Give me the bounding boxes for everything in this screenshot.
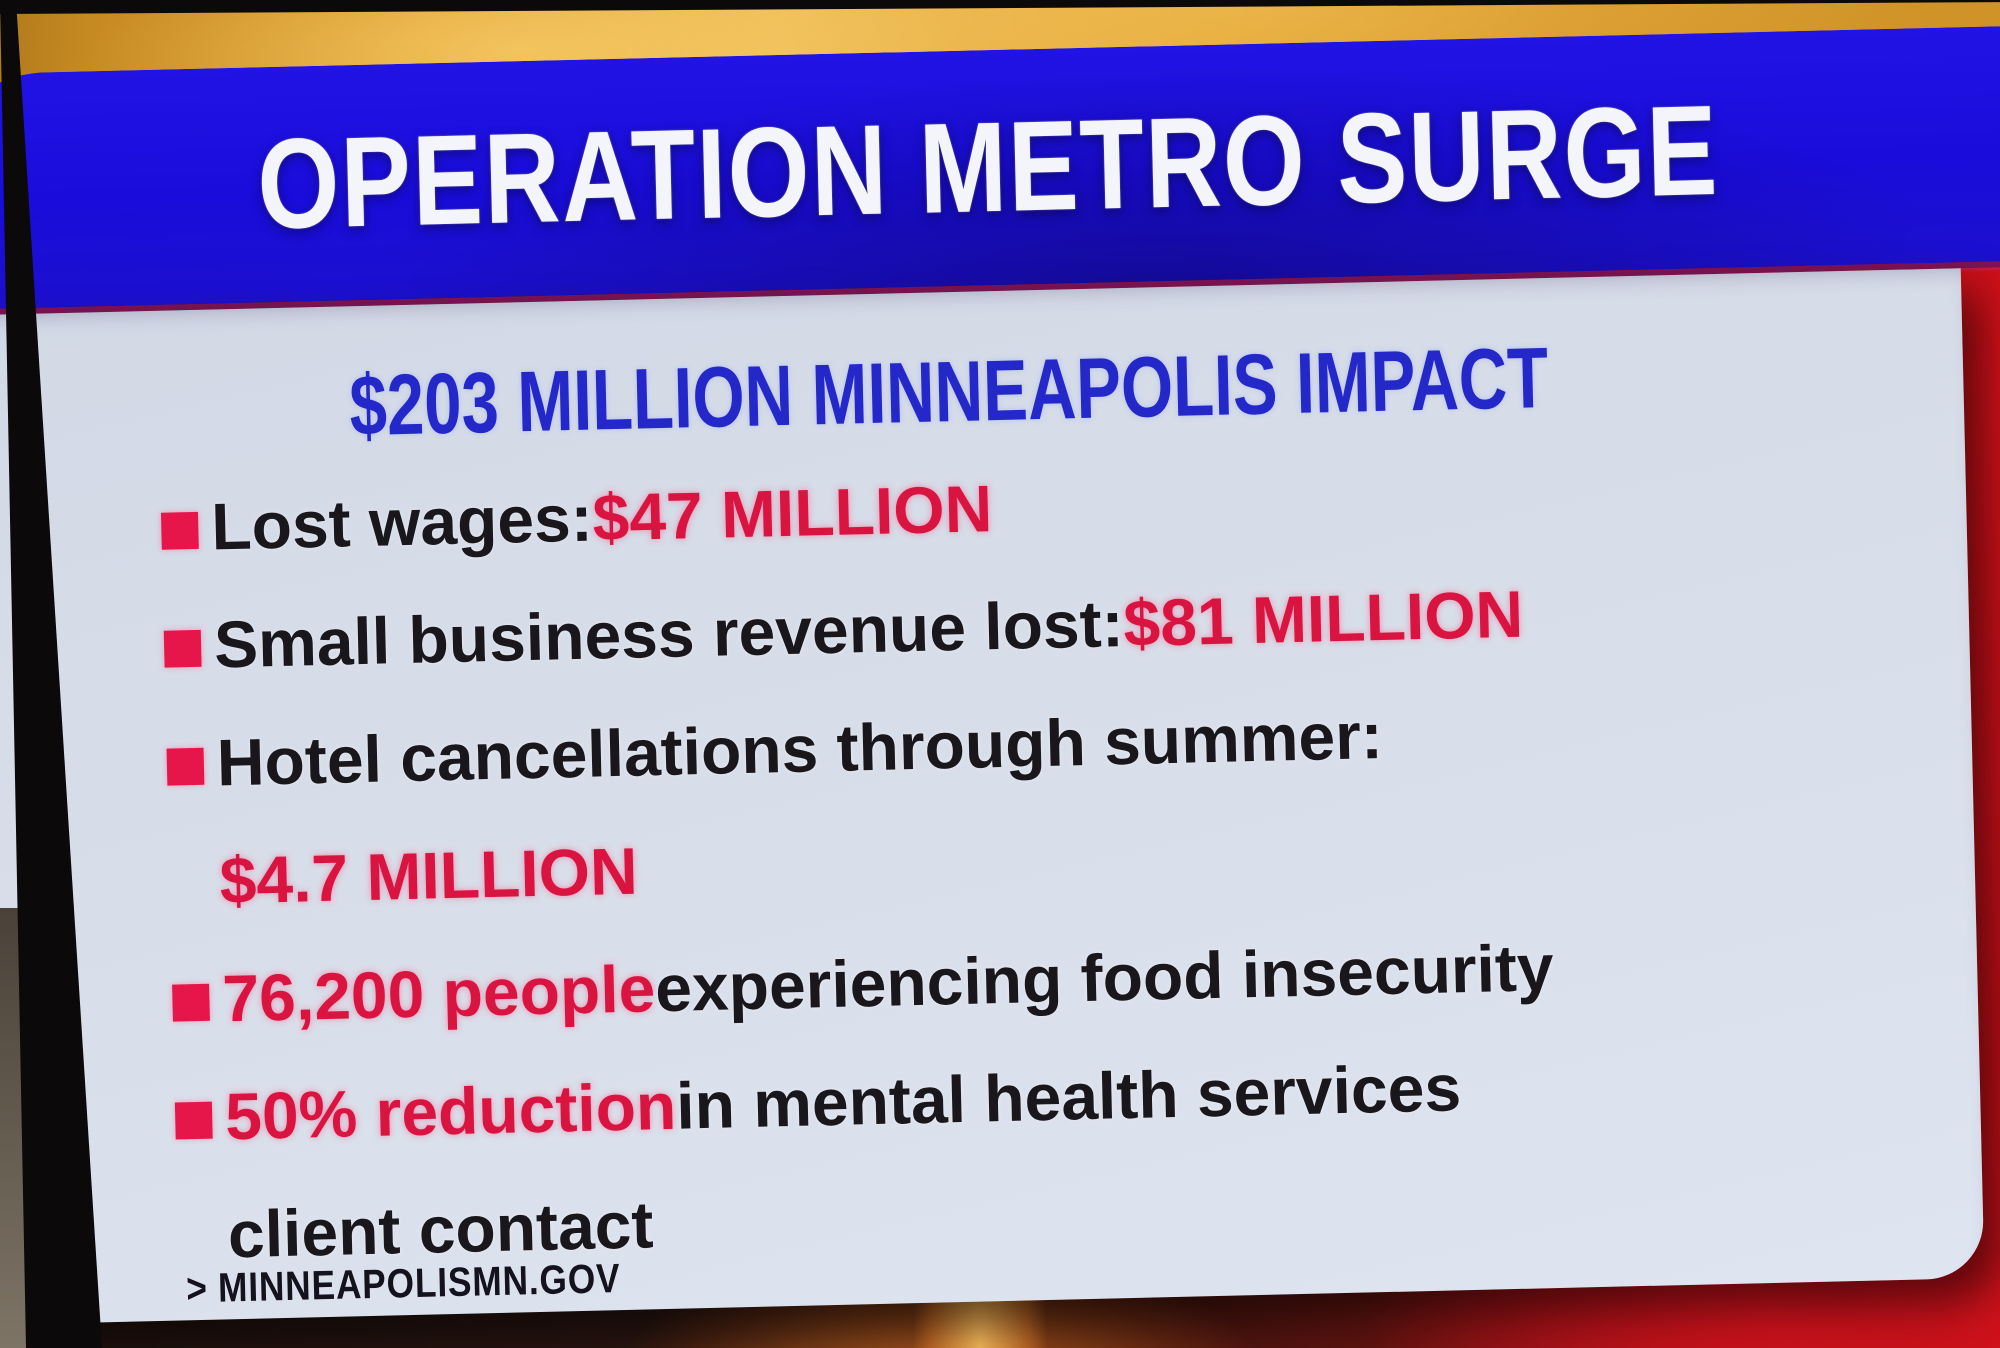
- source-line: > MINNEAPOLISMN.GOV: [186, 1255, 621, 1312]
- small-business-value: $81 MILLION: [1122, 576, 1525, 661]
- bullet-square-icon: [174, 1101, 213, 1140]
- food-insecurity-lead: 76,200 people: [221, 951, 657, 1036]
- header-bar: OPERATION METRO SURGE: [0, 25, 2000, 317]
- page-title: OPERATION METRO SURGE: [255, 78, 1721, 257]
- content-panel: $203 MILLION MINNEAPOLIS IMPACT Lost wag…: [0, 268, 1985, 1326]
- bullet-square-icon: [172, 983, 210, 1022]
- lost-wages-label: Lost wages:: [210, 480, 594, 564]
- source-text: MINNEAPOLISMN.GOV: [217, 1255, 621, 1311]
- bullet-square-icon: [160, 511, 199, 550]
- impact-list: Lost wages: $47 MILLION Small business r…: [160, 428, 1924, 1295]
- lost-wages-value: $47 MILLION: [591, 471, 994, 555]
- small-business-label: Small business revenue lost:: [213, 586, 1125, 682]
- mental-health-lead: 50% reduction: [224, 1068, 678, 1154]
- hotel-value: $4.7 MILLION: [218, 833, 639, 918]
- mental-health-rest: in mental health services: [675, 1050, 1462, 1143]
- food-insecurity-rest: experiencing food insecurity: [654, 930, 1555, 1026]
- source-arrow-icon: >: [185, 1264, 209, 1312]
- bullet-square-icon: [163, 629, 202, 668]
- bullet-square-icon: [166, 747, 205, 786]
